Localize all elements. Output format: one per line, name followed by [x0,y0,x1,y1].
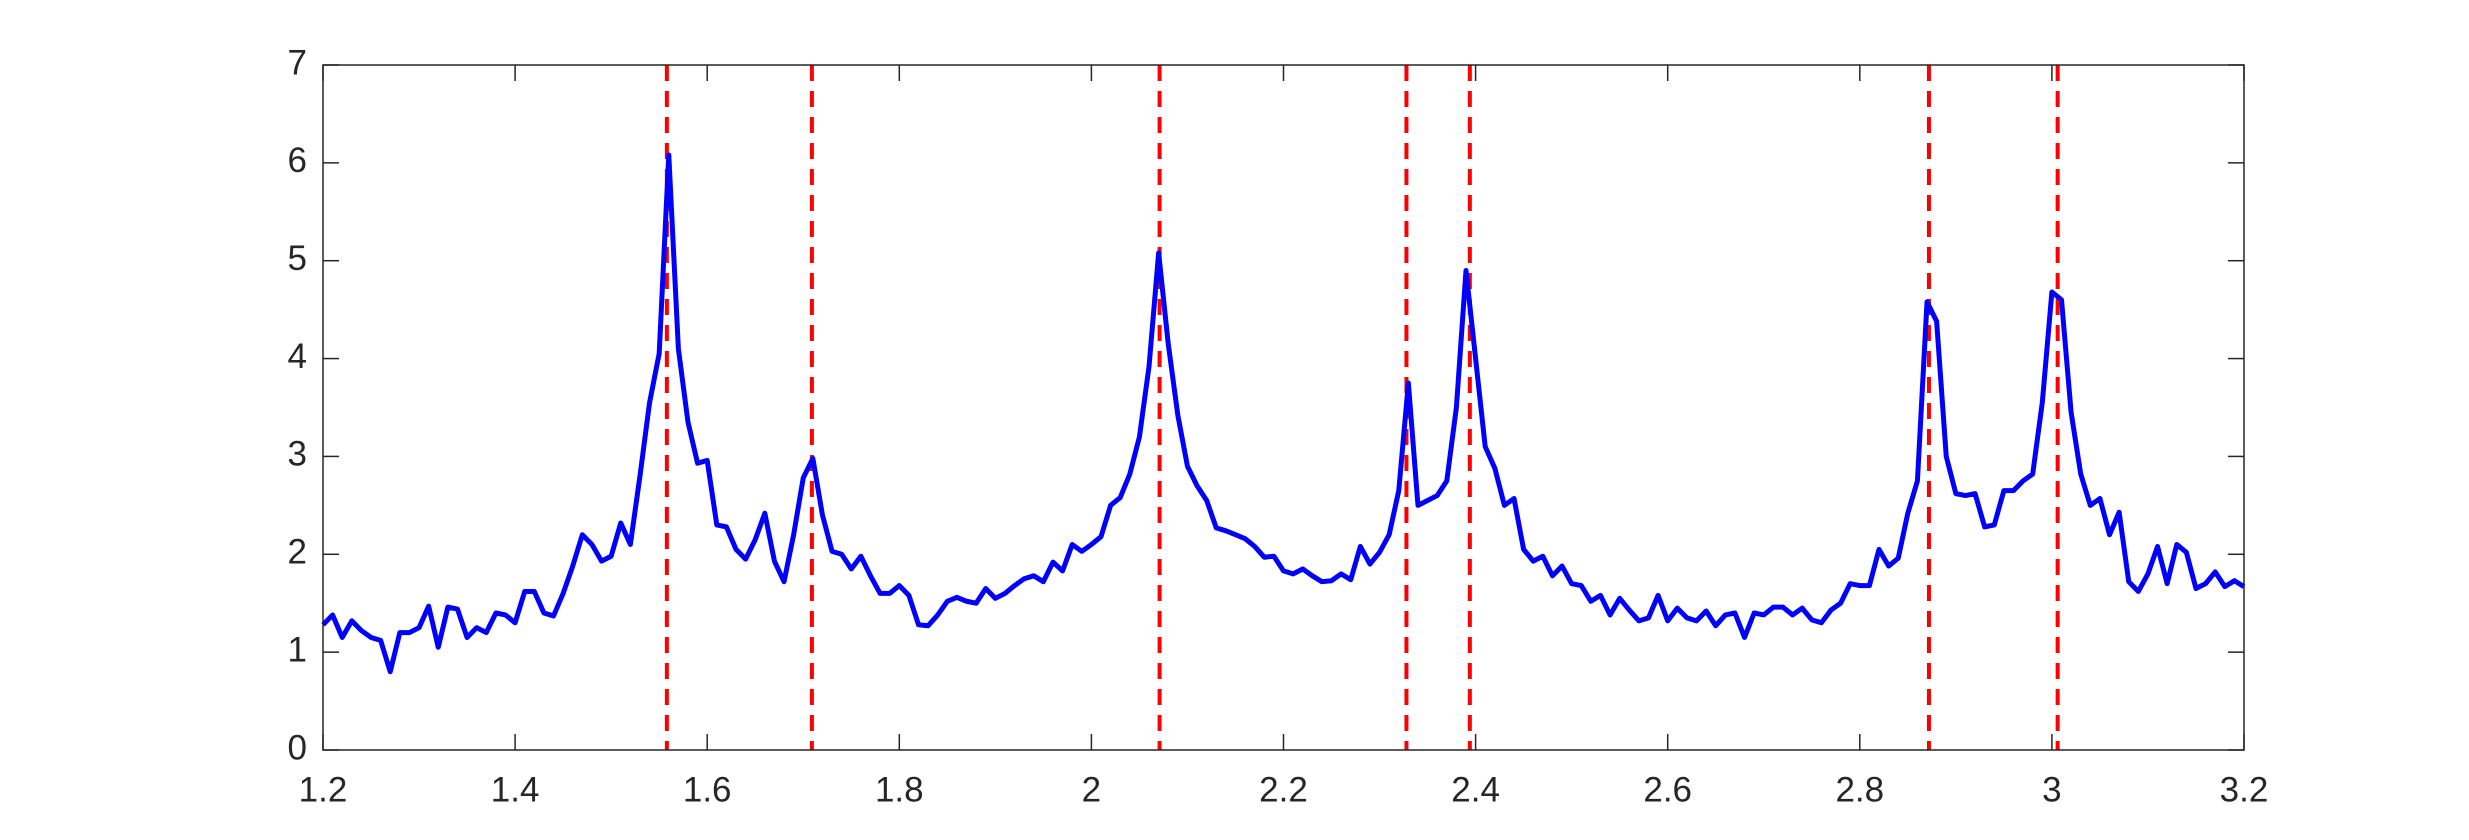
x-tick-label: 1.4 [491,770,540,809]
y-tick-label: 6 [288,141,307,180]
y-tick-label: 3 [288,435,307,474]
x-tick-label: 1.2 [299,770,348,809]
x-tick-label: 2.4 [1451,770,1500,809]
y-tick-label: 1 [288,630,307,669]
x-tick-label: 2.6 [1643,770,1692,809]
plot-frame [322,64,2245,751]
x-tick-label: 2.2 [1259,770,1308,809]
x-tick-label: 1.6 [683,770,732,809]
x-tick-label: 3 [2042,770,2061,809]
y-tick-label: 4 [288,337,307,376]
y-tick-label: 5 [288,239,307,278]
y-tick-label: 2 [288,533,307,572]
x-tick-label: 1.8 [875,770,924,809]
x-tick-label: 2 [1082,770,1101,809]
x-tick-label: 2.8 [1835,770,1884,809]
data-line [321,152,2246,675]
y-tick-label: 0 [288,728,307,767]
x-tick-label: 3.2 [2220,770,2269,809]
y-tick-label: 7 [288,43,307,82]
